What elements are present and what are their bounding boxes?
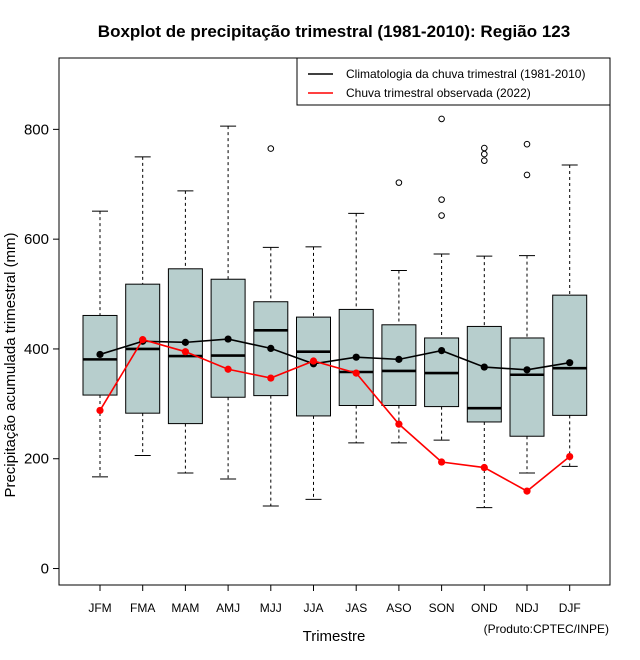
outlier-point <box>438 212 445 219</box>
series-point <box>139 336 147 344</box>
legend-label: Climatologia da chuva trimestral (1981-2… <box>346 67 585 81</box>
x-tick-label: MJJ <box>260 601 282 615</box>
series-point <box>267 344 275 352</box>
y-tick-label: 800 <box>24 121 49 138</box>
box-jas <box>338 212 374 444</box>
box-fma <box>125 156 161 456</box>
x-tick-label: JJA <box>303 601 323 615</box>
plot-area: 0 200 400 600 800 JFM FMA MAM AMJ MJJ JJA JAS ASO SON… <box>24 57 611 615</box>
outlier-point <box>523 140 531 148</box>
box-iqr <box>167 268 203 425</box>
series-point <box>352 353 360 361</box>
credit-text: (Produto:CPTEC/INPE) <box>484 622 609 636</box>
box-son <box>424 115 460 441</box>
series-point <box>181 338 189 346</box>
series-point <box>395 420 403 428</box>
series-point <box>566 452 574 461</box>
series-point <box>480 363 488 371</box>
series-point <box>224 335 232 343</box>
y-tick-label: 400 <box>24 341 49 358</box>
outlier-point <box>481 144 488 152</box>
series-point <box>480 463 488 472</box>
box-iqr <box>552 294 588 416</box>
series-point <box>395 355 403 363</box>
x-tick-label: DJF <box>559 601 581 615</box>
outlier-point <box>523 171 531 179</box>
x-tick-label: FMA <box>130 601 155 615</box>
series-point <box>181 348 189 356</box>
y-tick-label: 600 <box>24 231 49 248</box>
x-tick-label: SON <box>429 601 455 615</box>
x-tick-label: NDJ <box>515 601 538 615</box>
outlier-point <box>395 179 403 186</box>
legend-label: Chuva trimestral observada (2022) <box>346 86 531 100</box>
box-mjj <box>253 145 289 507</box>
box-ond <box>466 144 502 509</box>
series-point <box>96 406 104 415</box>
box-iqr <box>466 325 502 423</box>
outlier-point <box>438 196 445 203</box>
series-point <box>566 359 574 367</box>
y-tick-label: 200 <box>24 451 49 468</box>
outlier-point <box>481 157 488 164</box>
box-jja <box>296 246 331 500</box>
y-tick-label: 0 <box>41 561 49 578</box>
x-tick-label: ASO <box>386 601 411 615</box>
outlier-point <box>481 150 488 158</box>
box-ndj <box>509 140 545 474</box>
series-point <box>352 369 360 377</box>
box-iqr <box>509 337 545 437</box>
series-point <box>438 458 446 466</box>
box-iqr <box>381 324 417 406</box>
box-aso <box>381 179 417 444</box>
series-point <box>224 365 232 373</box>
box-djf <box>552 164 588 467</box>
outlier-point <box>438 115 445 123</box>
x-axis-title: Trimestre <box>303 628 366 645</box>
observed-series <box>96 336 574 495</box>
series-line <box>99 338 571 493</box>
series-point <box>267 374 275 382</box>
series-point <box>523 487 531 495</box>
box-mam <box>167 190 203 474</box>
x-tick-label: MAM <box>171 601 199 615</box>
outlier-point <box>267 145 275 152</box>
legend: Climatologia da chuva trimestral (1981-2… <box>296 57 611 106</box>
x-tick-label: AMJ <box>216 601 240 615</box>
series-point <box>523 366 531 374</box>
series-point <box>309 357 318 365</box>
chart-title: Boxplot de precipitação trimestral (1981… <box>98 22 570 41</box>
series-line <box>99 338 570 371</box>
x-tick-label: JAS <box>345 601 367 615</box>
legend-box <box>296 57 611 106</box>
box-amj <box>210 125 246 480</box>
box-jfm <box>82 210 118 478</box>
series-point <box>438 346 446 355</box>
series-point <box>96 350 104 359</box>
y-axis-title: Precipitação acumulada trimestral (mm) <box>2 232 19 497</box>
x-tick-label: OND <box>471 601 498 615</box>
x-tick-label: JFM <box>88 601 111 615</box>
